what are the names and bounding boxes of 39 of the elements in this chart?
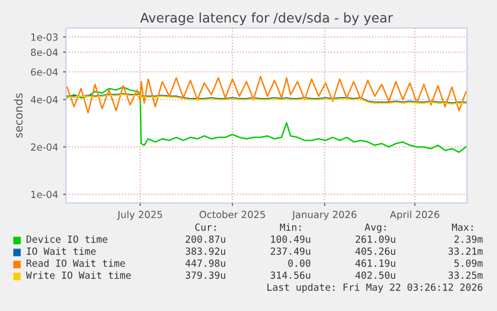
text: 405.26u	[356, 247, 396, 255]
x-tick-label: January 2026	[292, 210, 356, 220]
legend-label: Read IO Wait time	[26, 259, 125, 267]
y-tick-label: 6e-04	[30, 68, 58, 76]
text: 100.49u	[271, 235, 310, 243]
y-tick-label: 8e-04	[30, 48, 58, 56]
text: 461.19u	[356, 259, 396, 267]
text: 33.25m	[448, 271, 483, 279]
text: 33.21m	[448, 247, 483, 255]
text: 237.49u	[270, 247, 310, 255]
chart-title: Average latency for /dev/sda - by year	[140, 12, 393, 26]
text: Max:	[452, 224, 473, 231]
x-tick-label: October 2025	[200, 210, 265, 218]
y-tick-label: 2e-04	[31, 143, 58, 151]
x-tick-label: July 2025	[117, 210, 162, 220]
text: 5.09m	[454, 259, 483, 267]
y-tick-label: 4e-04	[30, 96, 58, 104]
legend-label: IO Wait time	[26, 247, 96, 255]
line-series	[66, 76, 467, 114]
text: 447.98u	[186, 259, 226, 267]
text: 200.87u	[186, 235, 226, 243]
y-tick-label: 1e-04	[31, 190, 58, 198]
text: 261.09u	[356, 235, 396, 243]
text: 314.56u	[270, 271, 310, 279]
text: Min:	[280, 223, 301, 231]
x-tick-label: April 2026	[390, 210, 440, 220]
legend-label: Device IO time	[26, 235, 108, 243]
y-axis-title: seconds	[14, 93, 23, 138]
text: 383.92u	[186, 247, 226, 255]
text: 0.00	[288, 259, 310, 267]
text: 379.39u	[186, 271, 226, 279]
legend-label: Write IO Wait time	[26, 271, 131, 279]
y-tick-label: 1e-03	[31, 33, 58, 41]
text: Last update: Fri May 22 03:26:12 2026	[267, 283, 482, 293]
text: Cur:	[195, 223, 216, 231]
text: Avg:	[364, 224, 386, 233]
text: 2.39m	[454, 235, 483, 243]
line-series	[66, 86, 467, 153]
text: 402.50u	[356, 271, 396, 279]
